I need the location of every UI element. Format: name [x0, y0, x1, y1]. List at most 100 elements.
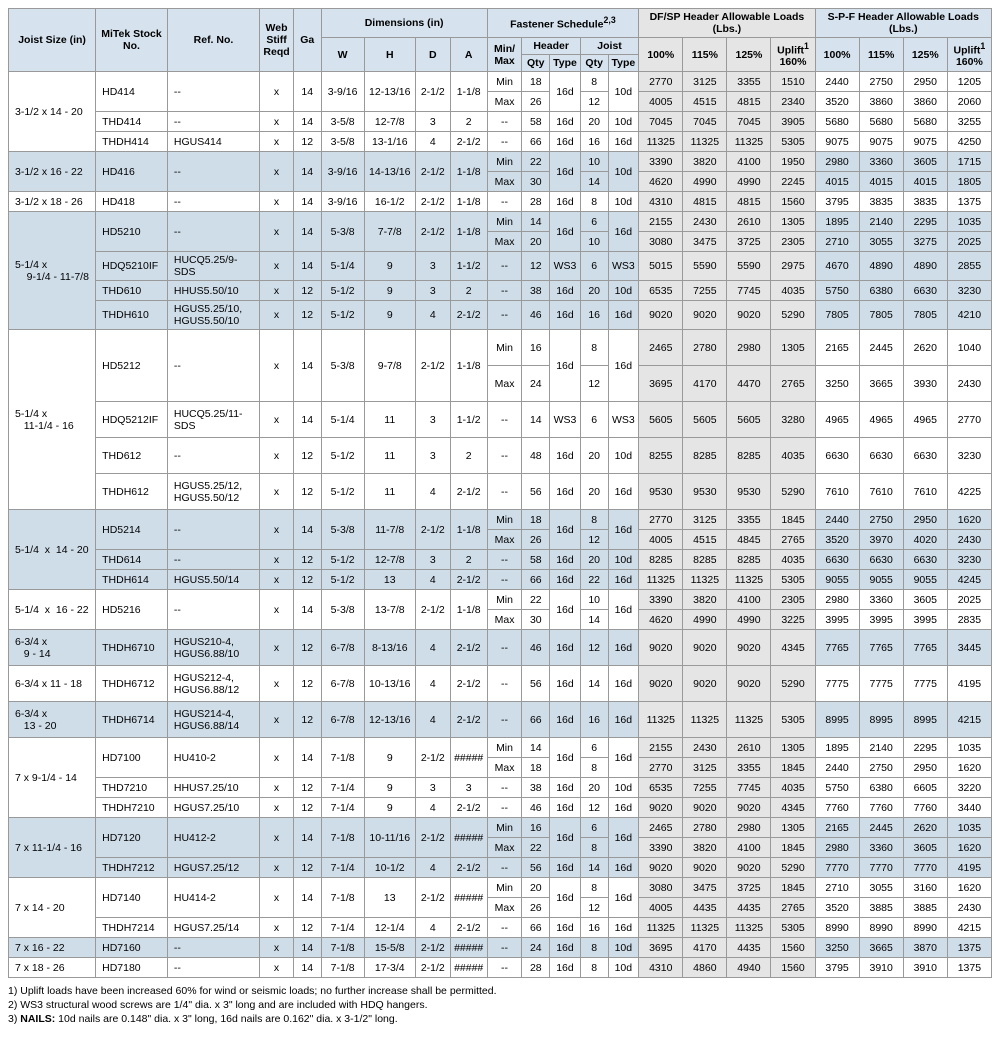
cell: 5605	[727, 402, 771, 438]
cell: 2-1/2	[450, 666, 487, 702]
table-row: 7 x 16 - 22HD7160--x147-1/815-5/82-1/2##…	[9, 938, 992, 958]
cell: HD5216	[96, 590, 168, 630]
cell: HD5210	[96, 212, 168, 252]
cell: 16d	[550, 590, 581, 630]
cell: 9020	[727, 798, 771, 818]
cell: 4170	[683, 938, 727, 958]
cell: 6	[580, 818, 608, 838]
cell: 6630	[903, 438, 947, 474]
cell: 30	[522, 172, 550, 192]
cell: 2-1/2	[415, 590, 450, 630]
cell: 14	[293, 510, 321, 550]
cell: x	[260, 858, 294, 878]
cell: 2	[450, 550, 487, 570]
table-row: 7 x 9-1/4 - 14HD7100HU410-2x147-1/892-1/…	[9, 738, 992, 758]
cell: 6380	[859, 778, 903, 798]
cell: 22	[580, 570, 608, 590]
cell: 14-13/16	[364, 152, 415, 192]
cell: 2430	[947, 898, 991, 918]
cell: 16d	[608, 918, 639, 938]
cell: 14	[293, 72, 321, 112]
cell: 7610	[815, 474, 859, 510]
cell: 14	[293, 738, 321, 778]
cell: 10d	[608, 938, 639, 958]
cell: 16d	[550, 958, 581, 978]
col-125: 125%	[727, 38, 771, 72]
cell: 3355	[727, 510, 771, 530]
cell: 1-1/8	[450, 330, 487, 402]
cell: 9	[364, 778, 415, 798]
cell: 5-1/2	[321, 301, 364, 330]
cell: 2770	[947, 402, 991, 438]
table-row: 5-1/4 x 16 - 22HD5216--x145-3/813-7/82-1…	[9, 590, 992, 610]
cell: 9055	[859, 570, 903, 590]
cell: 2	[450, 281, 487, 301]
cell: 6630	[815, 438, 859, 474]
cell: 9055	[903, 570, 947, 590]
cell: 16d	[550, 798, 581, 818]
cell: 12-13/16	[364, 702, 415, 738]
table-row: THDH614HGUS5.50/14x125-1/21342-1/2--6616…	[9, 570, 992, 590]
cell: 14	[580, 172, 608, 192]
cell: 5-1/4 x 9-1/4 - 11-7/8	[9, 212, 96, 330]
cell: 7765	[815, 630, 859, 666]
cell: 4435	[727, 898, 771, 918]
cell: 2620	[903, 818, 947, 838]
cell: 10d	[608, 958, 639, 978]
cell: 12	[522, 252, 550, 281]
cell: 4035	[771, 550, 815, 570]
cell: 1510	[771, 72, 815, 92]
cell: 4005	[639, 92, 683, 112]
cell: 1560	[771, 958, 815, 978]
cell: 3160	[903, 878, 947, 898]
cell: 14	[293, 112, 321, 132]
cell: 4670	[815, 252, 859, 281]
table-row: THDH610HGUS5.25/10, HGUS5.50/10x125-1/29…	[9, 301, 992, 330]
cell: 7 x 16 - 22	[9, 938, 96, 958]
cell: 2430	[947, 366, 991, 402]
cell: 11325	[683, 132, 727, 152]
cell: 8	[580, 192, 608, 212]
cell: 14	[293, 212, 321, 252]
cell: 4470	[727, 366, 771, 402]
table-row: 3-1/2 x 16 - 22HD416--x143-9/1614-13/162…	[9, 152, 992, 172]
cell: 11325	[727, 132, 771, 152]
cell: HD7100	[96, 738, 168, 778]
cell: 3665	[859, 938, 903, 958]
cell: 3	[415, 252, 450, 281]
cell: 11325	[639, 570, 683, 590]
col-115s: 115%	[859, 38, 903, 72]
cell: WS3	[608, 402, 639, 438]
cell: x	[260, 252, 294, 281]
cell: 3520	[815, 898, 859, 918]
load-table: Joist Size (in) MiTek Stock No. Ref. No.…	[8, 8, 992, 978]
cell: 11325	[727, 570, 771, 590]
cell: 66	[522, 570, 550, 590]
cell: 2430	[683, 212, 727, 232]
col-jt: Type	[608, 55, 639, 72]
cell: 6	[580, 738, 608, 758]
col-ref: Ref. No.	[167, 9, 259, 72]
cell: THDH6714	[96, 702, 168, 738]
cell: 1620	[947, 878, 991, 898]
cell: 7760	[903, 798, 947, 818]
table-row: THDH7210HGUS7.25/10x127-1/4942-1/2--4616…	[9, 798, 992, 818]
cell: x	[260, 918, 294, 938]
cell: 14	[580, 858, 608, 878]
cell: 3	[450, 778, 487, 798]
cell: --	[167, 212, 259, 252]
cell: 2440	[815, 72, 859, 92]
cell: 11	[364, 402, 415, 438]
cell: 66	[522, 132, 550, 152]
cell: 11325	[639, 702, 683, 738]
cell: --	[487, 570, 522, 590]
cell: 10d	[608, 778, 639, 798]
cell: 4210	[947, 301, 991, 330]
note-3: 3) NAILS: 10d nails are 0.148" dia. x 3"…	[8, 1012, 992, 1026]
col-w: W	[321, 38, 364, 72]
cell: WS3	[550, 252, 581, 281]
cell: HU410-2	[167, 738, 259, 778]
cell: 7 x 14 - 20	[9, 878, 96, 938]
col-stock: MiTek Stock No.	[96, 9, 168, 72]
cell: 9020	[683, 666, 727, 702]
